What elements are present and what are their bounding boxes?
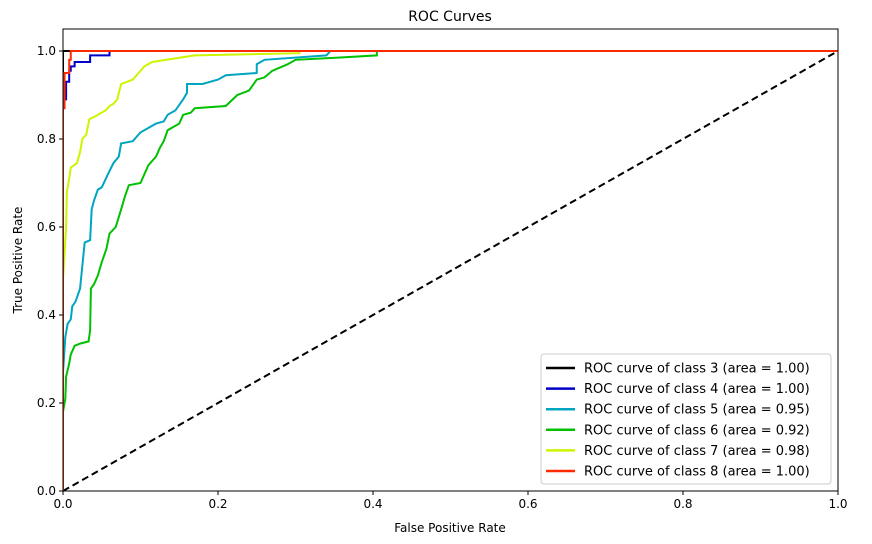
x-tick-label: 0.6: [518, 497, 537, 511]
roc-curve-5: [63, 50, 838, 491]
legend-label: ROC curve of class 7 (area = 0.98): [584, 444, 810, 459]
x-tick-label: 0.4: [363, 497, 382, 511]
y-tick-label: 0.8: [37, 132, 56, 146]
legend-label: ROC curve of class 6 (area = 0.92): [584, 423, 810, 438]
chart-title: ROC Curves: [408, 9, 492, 25]
x-tick-label: 1.0: [828, 497, 847, 511]
x-tick-label: 0.8: [673, 497, 692, 511]
x-axis-label: False Positive Rate: [394, 521, 506, 535]
axes-frame: [62, 28, 839, 492]
legend: ROC curve of class 3 (area = 1.00) ROC cu…: [540, 353, 832, 485]
legend-label: ROC curve of class 5 (area = 0.95): [584, 403, 810, 418]
roc-curve-2: [63, 50, 838, 491]
y-tick-label: 0.6: [37, 220, 56, 234]
roc-curve-1: [63, 50, 838, 491]
legend-label: ROC curve of class 4 (area = 1.00): [584, 382, 810, 397]
roc-curve-3: [63, 50, 838, 491]
roc-curve-4: [63, 50, 838, 491]
chance-diagonal-line: [62, 50, 839, 492]
y-tick-label: 1.0: [37, 44, 56, 58]
x-tick-label: 0.0: [53, 497, 72, 511]
legend-label: ROC curve of class 3 (area = 1.00): [584, 362, 810, 377]
legend-box: [540, 353, 832, 485]
y-tick-label: 0.0: [37, 484, 56, 498]
y-axis-label: True Positive Rate: [11, 207, 25, 315]
x-tick-label: 0.2: [208, 497, 227, 511]
y-tick-label: 0.4: [37, 308, 56, 322]
y-tick-label: 0.2: [37, 396, 56, 410]
legend-label: ROC curve of class 8 (area = 1.00): [584, 465, 810, 480]
